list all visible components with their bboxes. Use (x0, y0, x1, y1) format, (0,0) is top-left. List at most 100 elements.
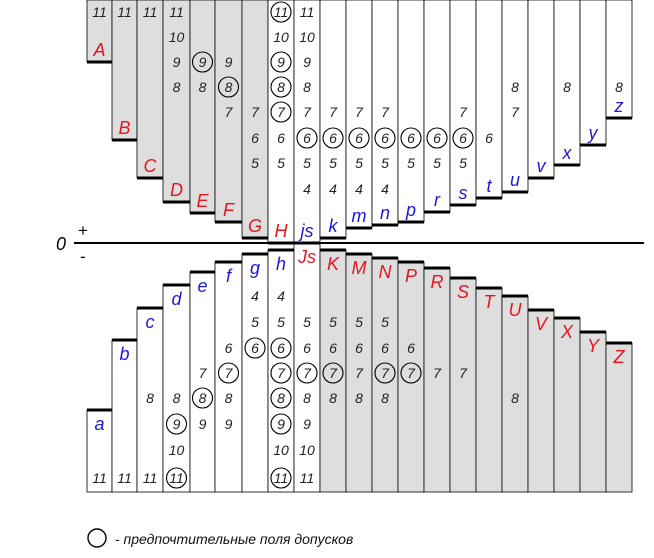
preferred-circle-icon (400, 127, 422, 149)
grade-6: 6 (277, 340, 285, 356)
grade-10: 10 (273, 442, 289, 458)
grade-6: 6 (485, 130, 493, 146)
shafts-below-bar-d (162, 284, 191, 493)
field-label-shafts-below-4: e (197, 276, 207, 296)
grade-8: 8 (511, 390, 519, 406)
preferred-circle-icon (270, 76, 292, 98)
grade-8: 8 (199, 79, 207, 95)
grade-9: 9 (225, 54, 233, 70)
grade-8: 8 (329, 390, 337, 406)
grade-5: 5 (251, 314, 259, 330)
field-label-holes-above-2: C (144, 156, 158, 176)
grade-11: 11 (143, 470, 158, 486)
grade-8: 8 (173, 390, 181, 406)
holes-below-bar-k (319, 249, 347, 493)
grade-7: 7 (407, 365, 416, 381)
grade-7: 7 (303, 365, 312, 381)
grade-11: 11 (117, 4, 132, 20)
grade-6: 6 (303, 130, 311, 146)
grade-8: 8 (146, 390, 154, 406)
holes-above-bar-f (214, 0, 243, 223)
grade-8: 8 (511, 79, 519, 95)
grade-7: 7 (355, 104, 364, 120)
field-label-shafts-above-5: r (434, 190, 441, 210)
field-label-shafts-above-10: x (562, 143, 573, 163)
field-label-shafts-below-1: b (119, 344, 129, 364)
holes-below-bar-s (449, 277, 477, 493)
grade-7: 7 (355, 365, 364, 381)
preferred-circle-icon (374, 362, 396, 384)
preferred-circle-icon (348, 127, 370, 149)
holes-above-bar-e (189, 0, 216, 214)
holes-above-bar-d (162, 0, 191, 203)
grade-8: 8 (199, 390, 207, 406)
minus-sign: - (80, 247, 86, 266)
grade-6: 6 (251, 130, 259, 146)
shafts-above-bar-n (371, 0, 399, 226)
holes-below-bar-x (553, 317, 581, 493)
grade-7: 7 (381, 365, 390, 381)
field-label-shafts-below-5: f (226, 266, 233, 286)
grade-10: 10 (273, 29, 289, 45)
shafts-above-bar-s (449, 0, 477, 206)
grade-8: 8 (355, 390, 363, 406)
field-label-holes-below-7: T (484, 292, 497, 312)
grade-6: 6 (225, 340, 233, 356)
grade-7: 7 (225, 365, 234, 381)
preferred-circle-icon (452, 127, 474, 149)
preferred-circle-icon (270, 1, 292, 23)
grade-7: 7 (329, 104, 338, 120)
field-label-shafts-below-6: g (250, 258, 260, 278)
grade-11: 11 (169, 470, 184, 486)
grade-8: 8 (277, 390, 285, 406)
grade-7: 7 (459, 104, 468, 120)
holes-above-bar-g (241, 0, 269, 239)
grade-7: 7 (225, 104, 234, 120)
grade-11: 11 (300, 4, 315, 20)
grade-5: 5 (251, 155, 259, 171)
holes-below-bar-z (605, 342, 633, 493)
preferred-circle-icon (374, 127, 396, 149)
shafts-above-bar-u (501, 0, 529, 193)
zero-label: 0 (56, 234, 66, 254)
grade-5: 5 (303, 155, 311, 171)
field-label-shafts-above-1: k (329, 216, 339, 236)
field-label-shafts-above-8: u (510, 170, 520, 190)
preferred-circle-icon (244, 337, 266, 359)
field-label-holes-above-4: E (196, 191, 209, 211)
grade-7: 7 (329, 365, 338, 381)
field-label-shafts-above-12: z (614, 96, 624, 116)
field-label-holes-above-3: D (170, 180, 183, 200)
grade-8: 8 (303, 390, 311, 406)
field-label-holes-above-1: B (118, 118, 130, 138)
field-label-shafts-below-7: h (276, 254, 286, 274)
field-label-shafts-below-3: d (171, 289, 182, 309)
grade-9: 9 (303, 416, 311, 432)
grade-10: 10 (169, 29, 185, 45)
preferred-circle-icon (270, 467, 292, 489)
field-label-shafts-below-2: c (146, 312, 155, 332)
field-label-holes-above-7: H (275, 221, 289, 241)
grade-10: 10 (169, 442, 185, 458)
field-label-holes-below-3: N (379, 262, 393, 282)
grade-6: 6 (433, 130, 441, 146)
field-label-shafts-above-9: v (537, 156, 547, 176)
grade-6: 6 (303, 340, 311, 356)
grade-11: 11 (274, 470, 289, 486)
preferred-circle-icon (165, 467, 188, 489)
circle-icon (87, 528, 107, 548)
holes-below-bar-t (475, 287, 503, 493)
grade-7: 7 (251, 104, 260, 120)
grade-5: 5 (355, 314, 363, 330)
preferred-circle-icon (270, 51, 292, 73)
grade-5: 5 (433, 155, 441, 171)
grade-11: 11 (117, 470, 132, 486)
shafts-above-bar-p (397, 0, 425, 223)
grade-8: 8 (615, 79, 623, 95)
holes-below-bar-y (579, 331, 607, 493)
grade-11: 11 (92, 4, 107, 20)
grade-6: 6 (381, 340, 389, 356)
field-label-holes-below-8: U (509, 300, 523, 320)
grade-8: 8 (225, 390, 233, 406)
